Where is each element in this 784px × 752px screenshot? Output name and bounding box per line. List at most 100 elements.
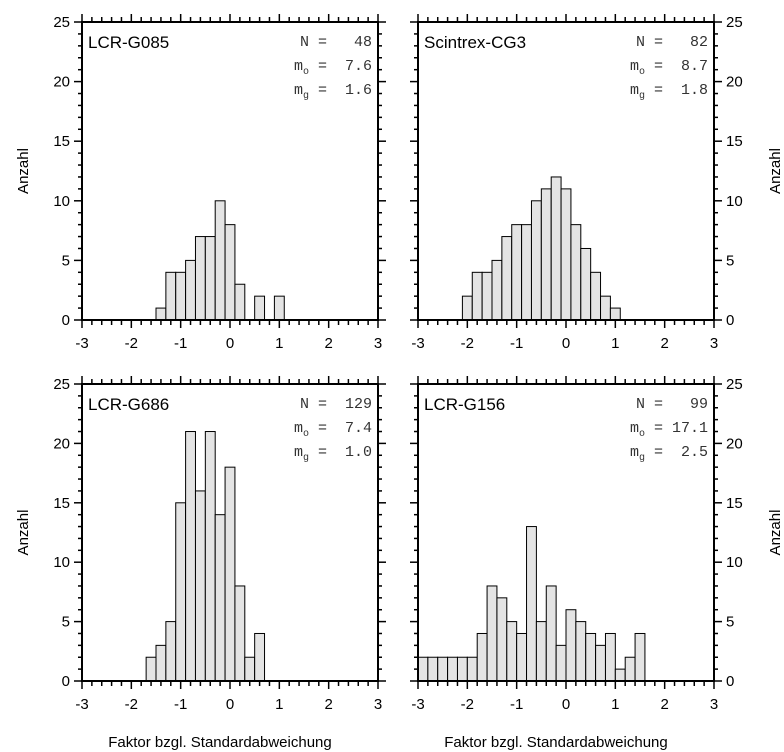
histogram-bar [555,644,567,682]
histogram-bar [145,656,157,682]
histogram-bar [234,585,246,682]
y-tick-label: 25 [726,14,743,31]
histogram-bar [447,656,458,682]
y-tick-label: 25 [53,376,70,393]
x-tick-label: -1 [510,335,523,352]
histogram-bar [545,585,557,682]
histogram-bar [224,224,236,321]
stat-mg: mg = 2.5 [630,444,708,464]
histogram-bar [471,271,483,321]
histogram-panel-3: -3 -2 -1 0 1 2 3 0 5 10 15 20 25 Anzahl Faktor bzgl. S… [15,376,386,751]
y-axis-title: Anzahl [15,148,32,194]
stat-mg: mg = 1.0 [294,444,372,464]
y-tick-label: 15 [53,495,70,512]
x-tick-label: 3 [374,335,382,352]
x-tick-label: 3 [710,335,718,352]
y-axis-title: Anzahl [15,510,32,556]
histogram-bar [466,656,478,682]
y-tick-label: 10 [53,554,70,571]
y-tick-label: 25 [53,14,70,31]
histogram-bar [204,431,216,682]
x-axis-title: Faktor bzgl. Standardabweichung [444,734,667,751]
histogram-bar [254,295,266,321]
y-tick-label: 10 [53,193,70,210]
histogram-bar [530,200,542,321]
histogram-bar [491,259,503,321]
stat-n: N = 48 [300,34,372,51]
histogram-bar [585,632,597,682]
histogram-bar [456,656,468,682]
histogram-bar [600,295,611,321]
y-tick-label: 5 [62,614,70,631]
y-tick-label: 20 [726,74,743,91]
histogram-bar [486,585,498,682]
histogram-bar [526,526,537,682]
y-axis-title: Anzahl [767,148,784,194]
histogram-bar [175,502,187,682]
histogram-bar [165,271,177,321]
x-axis-title: Faktor bzgl. Standardabweichung [108,734,331,751]
histogram-bar [155,644,167,682]
stat-mo: mo = 17.1 [630,420,708,440]
x-tick-label: 3 [374,696,382,713]
histogram-bar [560,188,572,321]
x-tick-label: -2 [125,335,138,352]
y-tick-label: 20 [53,435,70,452]
histogram-bar [565,609,577,682]
histogram-bar [234,283,246,321]
histogram-bar [604,632,616,682]
histogram-bar [155,307,167,321]
x-tick-label: 1 [611,335,619,352]
histogram-bar [476,632,488,682]
stat-mg: mg = 1.8 [630,82,708,102]
x-tick-label: 2 [660,696,668,713]
histogram-bar [185,259,196,321]
x-tick-label: 0 [562,696,570,713]
y-tick-label: 0 [726,673,734,690]
histogram-bar [580,247,592,321]
histogram-bar [224,466,236,682]
histogram-bar [273,295,285,321]
histogram-bar [535,621,547,682]
y-tick-label: 5 [62,252,70,269]
x-tick-label: 2 [324,696,332,713]
y-tick-label: 0 [62,673,70,690]
x-tick-label: -3 [75,696,88,713]
x-tick-label: -3 [411,335,424,352]
x-tick-label: -1 [174,696,187,713]
histogram-bar [540,188,552,321]
stat-n: N = 129 [300,396,372,413]
histogram-bar [437,656,449,682]
stat-n: N = 82 [636,34,708,51]
histogram-bar [614,668,626,682]
stat-mo: mo = 8.7 [630,58,708,78]
x-tick-label: 0 [226,335,234,352]
stat-n: N = 99 [636,396,708,413]
histogram-bar [461,295,473,321]
y-tick-label: 20 [53,74,70,91]
x-tick-label: 1 [275,335,283,352]
y-tick-label: 10 [726,193,743,210]
y-tick-label: 15 [53,133,70,150]
x-tick-label: -2 [461,696,474,713]
y-tick-label: 5 [726,252,734,269]
x-tick-label: 1 [611,696,619,713]
histogram-bar [609,307,621,321]
histogram-bar [516,632,528,682]
histogram-bar [624,656,636,682]
panel-title: LCR-G686 [88,395,169,414]
stat-mg: mg = 1.6 [294,82,372,102]
panel-title: LCR-G085 [88,33,169,52]
histogram-bar [417,656,429,682]
histogram-bar [204,236,216,321]
histogram-bar [634,632,646,682]
panel-title: Scintrex-CG3 [424,33,526,52]
y-axis-title: Anzahl [767,510,784,556]
y-tick-label: 0 [726,312,734,329]
y-tick-label: 5 [726,614,734,631]
y-tick-label: 15 [726,495,743,512]
histogram-bar [595,644,606,682]
histogram-bar [481,271,493,321]
